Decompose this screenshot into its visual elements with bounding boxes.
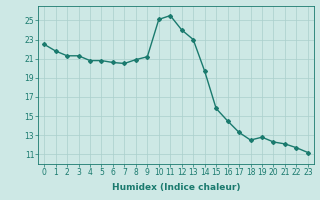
X-axis label: Humidex (Indice chaleur): Humidex (Indice chaleur) xyxy=(112,183,240,192)
